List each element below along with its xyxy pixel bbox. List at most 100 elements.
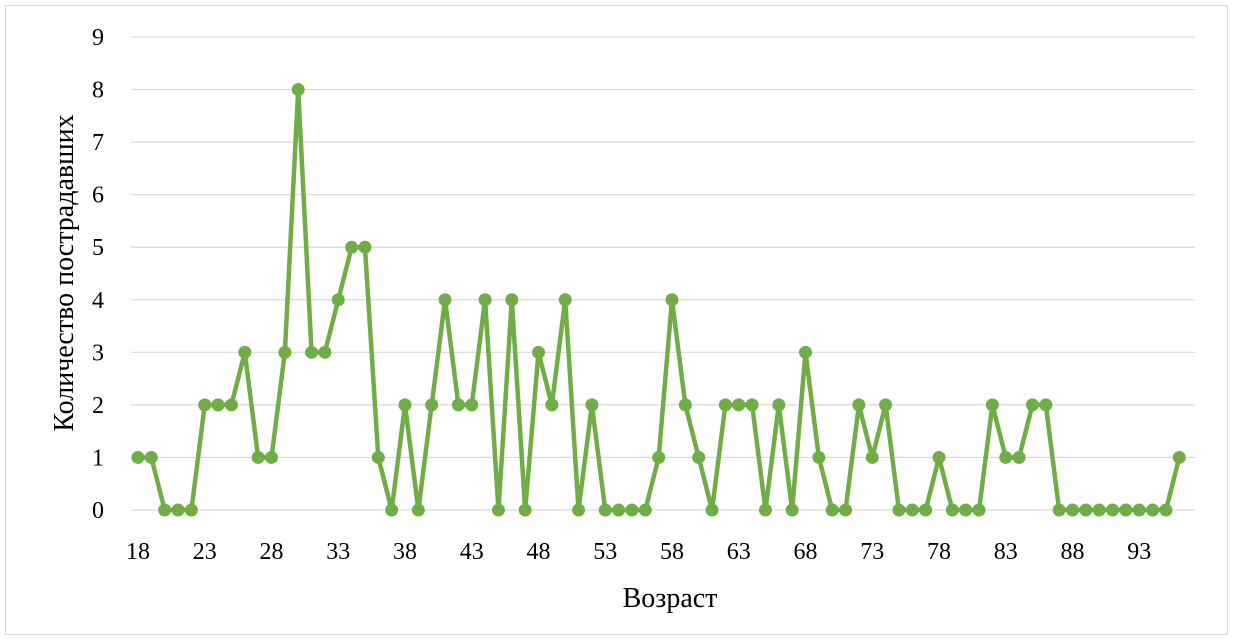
y-tick-label: 4 [92, 288, 104, 314]
data-point [532, 345, 545, 359]
data-point [518, 503, 532, 517]
data-point [745, 398, 759, 412]
data-point [825, 503, 839, 517]
data-point [184, 503, 198, 517]
data-point [812, 450, 826, 464]
y-tick-label: 8 [92, 78, 104, 104]
data-point [1159, 503, 1173, 517]
y-axis-ticks: 0 1 2 3 4 5 6 7 8 9 [92, 25, 104, 524]
data-point [478, 293, 492, 307]
data-point [772, 398, 786, 412]
data-point [758, 503, 772, 517]
data-point [465, 398, 479, 412]
data-point [705, 503, 719, 517]
data-point [211, 398, 225, 412]
x-tick-label: 23 [193, 539, 217, 565]
data-point [652, 450, 666, 464]
x-tick-label: 73 [860, 539, 884, 565]
data-point [345, 240, 359, 254]
data-point [331, 293, 345, 307]
y-tick-label: 6 [92, 183, 104, 209]
x-tick-label: 83 [994, 539, 1018, 565]
data-point [238, 345, 252, 359]
data-point [985, 398, 999, 412]
data-point [398, 398, 412, 412]
data-point [892, 503, 906, 517]
x-tick-label: 93 [1127, 539, 1151, 565]
data-point [278, 345, 292, 359]
data-point [491, 503, 505, 517]
data-point [371, 450, 385, 464]
x-tick-label: 63 [727, 539, 751, 565]
data-point [144, 450, 158, 464]
data-point [625, 503, 639, 517]
data-point [1012, 450, 1026, 464]
data-point [305, 345, 319, 359]
x-tick-label: 78 [927, 539, 951, 565]
data-point [131, 450, 145, 464]
data-point [1132, 503, 1146, 517]
data-point [785, 503, 799, 517]
x-tick-label: 18 [126, 539, 150, 565]
x-tick-label: 58 [660, 539, 684, 565]
data-point [959, 503, 973, 517]
data-point [1066, 503, 1079, 517]
data-point [1079, 503, 1093, 517]
y-tick-label: 0 [92, 498, 104, 524]
data-point [732, 398, 746, 412]
data-point [692, 450, 706, 464]
data-point [1106, 503, 1120, 517]
data-point [718, 398, 732, 412]
data-point [1172, 450, 1186, 464]
data-point [1119, 503, 1133, 517]
y-axis-title: Количество пострадавших [49, 114, 80, 431]
y-tick-label: 2 [92, 393, 104, 419]
y-tick-label: 5 [92, 235, 104, 261]
data-point [932, 450, 946, 464]
data-point [1146, 503, 1160, 517]
data-point [839, 503, 853, 517]
y-tick-label: 9 [92, 25, 104, 51]
data-point [425, 398, 439, 412]
data-point [411, 503, 425, 517]
data-point [598, 503, 612, 517]
data-point [158, 503, 172, 517]
data-point [879, 398, 893, 412]
data-point [505, 293, 519, 307]
data-point [572, 503, 586, 517]
y-tick-label: 1 [92, 445, 104, 471]
data-point [358, 240, 372, 254]
data-point [1052, 503, 1066, 517]
chart-frame [5, 5, 1228, 635]
data-point [585, 398, 599, 412]
data-point [865, 450, 879, 464]
data-point [799, 345, 812, 359]
data-point [171, 503, 185, 517]
data-point [999, 450, 1013, 464]
data-point [265, 450, 278, 464]
data-point [1039, 398, 1053, 412]
data-point [318, 345, 332, 359]
x-tick-label: 33 [326, 539, 350, 565]
gridlines [131, 36, 1195, 511]
y-tick-label: 3 [92, 340, 104, 366]
data-point [852, 398, 866, 412]
x-tick-label: 88 [1061, 539, 1085, 565]
data-point [1092, 503, 1106, 517]
data-point [558, 293, 572, 307]
x-axis-ticks: 18 23 28 33 38 43 48 53 58 63 68 73 78 83 88 93 [126, 539, 1151, 565]
data-point [385, 503, 399, 517]
data-point [224, 398, 238, 412]
x-tick-label: 38 [393, 539, 417, 565]
data-point [251, 450, 265, 464]
x-tick-label: 68 [794, 539, 818, 565]
data-point [438, 293, 452, 307]
data-point [905, 503, 919, 517]
data-point [665, 293, 679, 307]
x-tick-label: 28 [260, 539, 284, 565]
x-tick-label: 43 [460, 539, 484, 565]
x-axis-title: Возраст [623, 583, 718, 614]
y-tick-label: 7 [92, 130, 104, 156]
data-point [612, 503, 626, 517]
